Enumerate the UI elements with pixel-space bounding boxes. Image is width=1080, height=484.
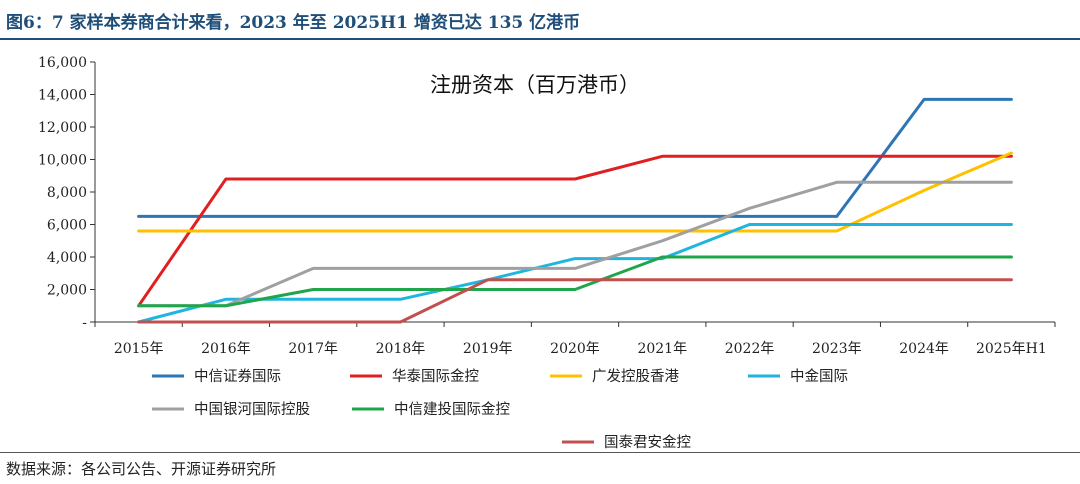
figure-title: 图6：7 家样本券商合计来看，2023 年至 2025H1 增资已达 135 亿… xyxy=(6,13,581,33)
x-tick-label: 2023年 xyxy=(812,341,862,357)
header-divider xyxy=(0,38,1080,40)
legend-label: 广发控股香港 xyxy=(592,368,679,385)
x-tick-label: 2025年H1 xyxy=(976,341,1047,357)
y-tick-label: 8,000 xyxy=(47,185,87,201)
x-tick-label: 2022年 xyxy=(725,341,775,357)
series-line-7 xyxy=(137,278,1013,324)
legend-label: 国泰君安金控 xyxy=(604,434,691,451)
x-tick-label: 2019年 xyxy=(463,341,513,357)
legend-item: 华泰国际金控 xyxy=(350,368,479,385)
y-tick-label: 4,000 xyxy=(47,250,87,266)
chart-axes: - 2,000 4,000 6,000 8,000 10,000 12,000 14,000 1… xyxy=(38,55,1056,357)
x-tick-label: 2018年 xyxy=(376,341,426,357)
y-tick-label: - xyxy=(82,315,87,331)
series-line-5 xyxy=(137,180,1013,308)
legend-item: 中国银河国际控股 xyxy=(152,401,310,418)
legend-item: 中金国际 xyxy=(748,368,848,385)
y-tick-label: 6,000 xyxy=(47,218,87,234)
series-line-6 xyxy=(137,255,1013,308)
x-tick-label: 2015年 xyxy=(114,341,164,357)
legend-item: 广发控股香港 xyxy=(550,368,679,385)
legend-label: 华泰国际金控 xyxy=(392,368,479,385)
legend-label: 中信建投国际金控 xyxy=(394,401,510,418)
figure-header: 图6：7 家样本券商合计来看，2023 年至 2025H1 增资已达 135 亿… xyxy=(0,0,1080,40)
x-tick-label: 2020年 xyxy=(550,341,600,357)
x-tick-label: 2024年 xyxy=(899,341,949,357)
data-source-note: 数据来源：各公司公告、开源证券研究所 xyxy=(6,460,277,478)
line-chart: - 2,000 4,000 6,000 8,000 10,000 12,000 14,000 1… xyxy=(38,55,1056,451)
legend-label: 中金国际 xyxy=(790,368,848,385)
y-tick-label: 2,000 xyxy=(47,283,87,299)
y-tick-label: 16,000 xyxy=(38,55,87,71)
x-tick-label: 2016年 xyxy=(201,341,251,357)
legend-item: 国泰君安金控 xyxy=(562,434,691,451)
y-tick-label: 14,000 xyxy=(38,88,87,104)
series-line-4 xyxy=(137,223,1013,324)
series-line-3 xyxy=(137,151,1013,233)
legend-label: 中信证券国际 xyxy=(194,368,281,385)
chart-title: 注册资本（百万港币） xyxy=(430,73,640,97)
chart-series xyxy=(137,97,1013,324)
x-tick-label: 2017年 xyxy=(288,341,338,357)
series-line-1 xyxy=(137,97,1013,218)
y-tick-label: 10,000 xyxy=(38,153,87,169)
y-tick-label: 12,000 xyxy=(38,120,87,136)
legend-item: 中信建投国际金控 xyxy=(352,401,510,418)
legend-item: 中信证券国际 xyxy=(152,368,281,385)
series-line-2 xyxy=(137,154,1013,308)
footer-divider xyxy=(0,452,1080,453)
x-tick-label: 2021年 xyxy=(637,341,687,357)
legend-label: 中国银河国际控股 xyxy=(194,401,310,418)
